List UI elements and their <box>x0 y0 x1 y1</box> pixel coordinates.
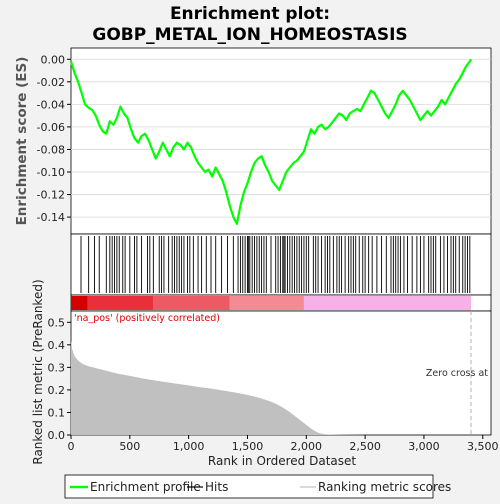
legend-box <box>64 474 434 499</box>
chart-title: Enrichment plot: GOBP_METAL_ION_HOMEOSTA… <box>92 4 407 45</box>
x-tick-label: 2,000 <box>291 440 323 453</box>
x-tick-label: 3,000 <box>408 440 440 453</box>
es-y-tick-label: -0.08 <box>37 143 65 156</box>
title-line-1: Enrichment plot: <box>170 4 330 24</box>
es-y-tick-label: -0.04 <box>37 98 65 111</box>
ranked-y-tick-label: 0.2 <box>48 384 66 397</box>
rank-color-bar <box>70 294 492 312</box>
ranked-y-tick-label: 0.1 <box>48 406 66 419</box>
es-y-axis-ticks: 0.00 -0.02 -0.04 -0.06 -0.08 -0.10 -0.12 -0.14 <box>37 53 71 224</box>
legend-items: Enrichment profile Hits Ranking metric sco… <box>70 480 451 494</box>
color-bar-segment <box>87 296 154 310</box>
color-bar-segment <box>303 296 471 310</box>
hits-panel-background <box>70 233 492 296</box>
es-panel-background <box>70 47 492 235</box>
es-y-tick-label: -0.12 <box>37 189 65 202</box>
title-line-2: GOBP_METAL_ION_HOMEOSTASIS <box>92 25 407 45</box>
x-tick-label: 0 <box>68 440 75 453</box>
zero-cross-label: Zero cross at <box>426 368 488 379</box>
es-y-axis-label: Enrichment score (ES) <box>14 57 30 226</box>
na-pos-label: 'na_pos' (positively correlated) <box>74 313 220 324</box>
enrichment-profile-line <box>69 58 472 225</box>
ranked-y-axis-label: Ranked list metric (PreRanked) <box>31 279 45 464</box>
es-y-tick-label: -0.02 <box>37 76 65 89</box>
color-bar-segment <box>153 296 230 310</box>
x-tick-label: 1,000 <box>173 440 205 453</box>
legend-label: Enrichment profile <box>90 480 201 494</box>
es-gridlines <box>71 58 491 218</box>
x-axis-ticks: 0 500 1,000 1,500 2,000 2,500 3,000 3,500 <box>68 435 499 453</box>
ranked-y-tick-label: 0.4 <box>48 339 66 352</box>
legend-label: Ranking metric scores <box>318 480 451 494</box>
color-bar-segment <box>229 296 304 310</box>
ranked-y-tick-label: 0.0 <box>48 429 66 442</box>
hit-markers <box>80 236 471 293</box>
es-y-tick-label: 0.00 <box>41 53 66 66</box>
ranked-metric-panel: 'na_pos' (positively correlated) Zero cr… <box>31 279 499 468</box>
legend-label: Hits <box>205 480 228 494</box>
es-y-tick-label: -0.10 <box>37 166 65 179</box>
x-tick-label: 2,500 <box>349 440 381 453</box>
hits-panel <box>70 233 492 296</box>
es-y-tick-label: -0.14 <box>37 211 65 224</box>
x-axis-label: Rank in Ordered Dataset <box>208 454 356 468</box>
es-y-tick-label: -0.06 <box>37 121 65 134</box>
ranked-y-tick-label: 0.3 <box>48 361 66 374</box>
ranked-y-tick-label: 0.5 <box>48 316 66 329</box>
color-bar-segment <box>71 296 88 310</box>
es-panel: 0.00-0.02-0.04-0.06-0.08-0.10-0.12-0.14 … <box>14 47 492 235</box>
color-bar-segments <box>71 296 471 310</box>
x-tick-label: 1,500 <box>232 440 264 453</box>
x-tick-label: 3,500 <box>467 440 499 453</box>
ranked-y-axis-ticks: 0.0 0.1 0.2 0.3 0.4 0.5 <box>48 316 71 442</box>
x-tick-label: 500 <box>119 440 140 453</box>
ranked-metric-area <box>71 340 471 435</box>
chart-legend: Enrichment profile Hits Ranking metric sco… <box>64 474 451 499</box>
